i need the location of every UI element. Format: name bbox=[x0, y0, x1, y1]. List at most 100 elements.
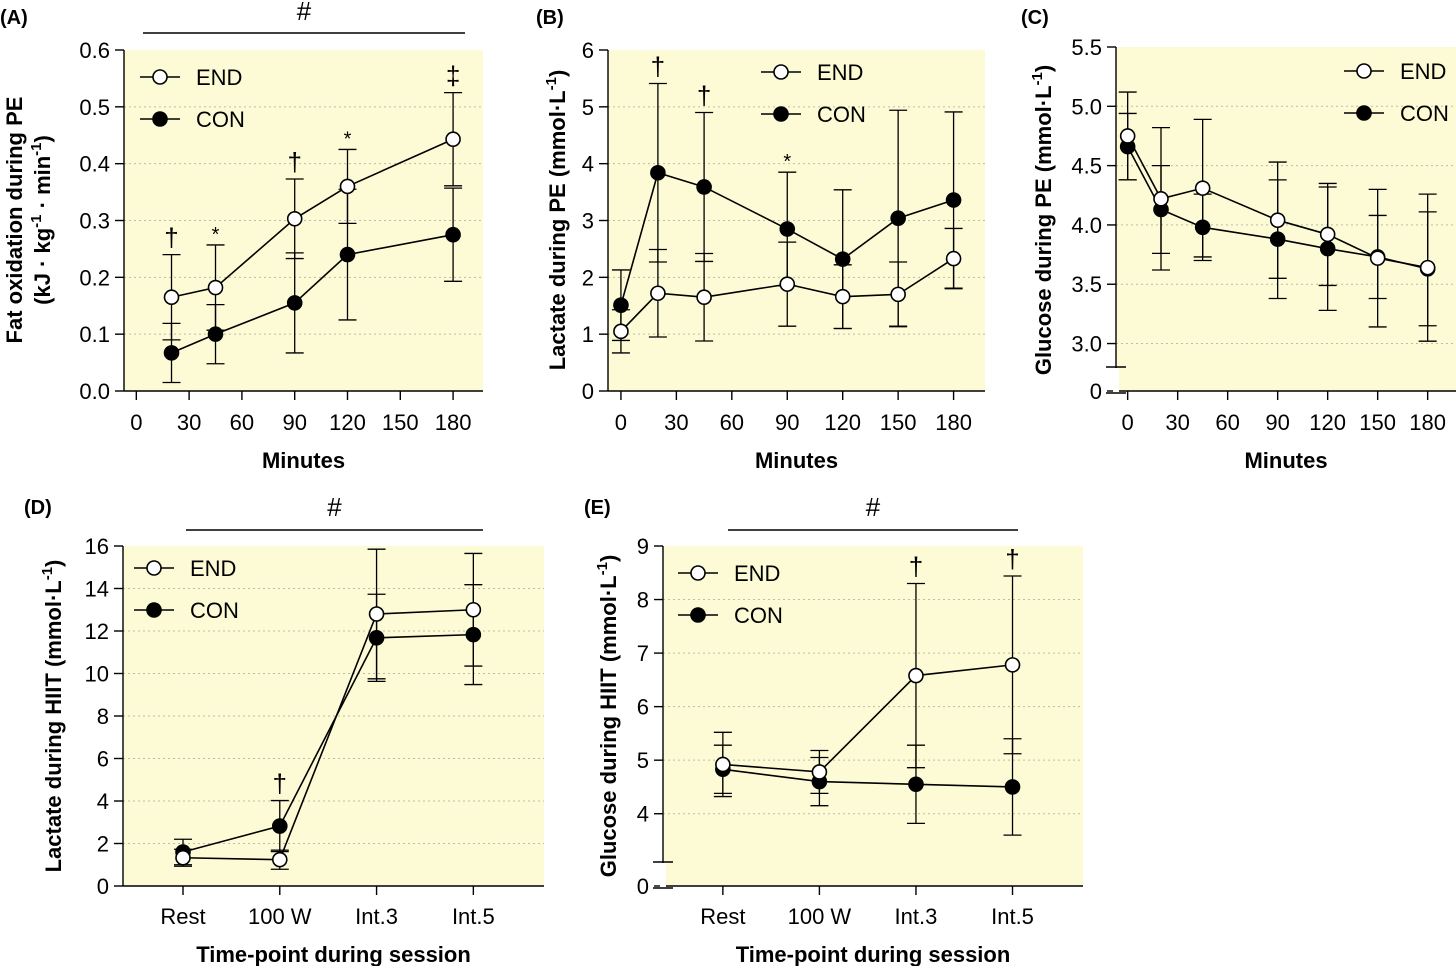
chart-panel-5: 0 4 5 6 7 8 9 Rest 100 W Int.3 Int.5 Time-point dur… bbox=[584, 492, 1083, 966]
y-tick-label: 0.2 bbox=[79, 265, 110, 290]
superscript: -1 bbox=[28, 142, 45, 155]
panel-letter: (C) bbox=[1021, 7, 1049, 29]
y-tick-label: 10 bbox=[85, 662, 109, 687]
data-point-con bbox=[286, 295, 303, 311]
y-axis-title: (kJ · kg-1​ · min-1​) bbox=[28, 135, 55, 305]
y-tick-label: 0.0 bbox=[79, 379, 110, 404]
label-segment: ) bbox=[596, 555, 621, 562]
legend-marker bbox=[152, 111, 168, 127]
data-point-con bbox=[834, 251, 851, 267]
legend: END CON bbox=[761, 60, 866, 127]
y-tick-label: 3.0 bbox=[1071, 332, 1102, 357]
significance-label: # bbox=[297, 0, 312, 26]
y-tick-label: 2 bbox=[582, 265, 594, 290]
label-segment: Glucose during PE (mmol·L bbox=[1031, 85, 1056, 375]
data-point-end bbox=[286, 210, 303, 227]
x-tick-label: 60 bbox=[230, 410, 254, 435]
significance-label: # bbox=[866, 492, 881, 522]
data-point-end bbox=[908, 667, 924, 684]
x-tick-label: 30 bbox=[1165, 410, 1189, 435]
data-point-end bbox=[1194, 180, 1211, 196]
data-point-end bbox=[696, 289, 712, 306]
plot-background bbox=[1116, 47, 1456, 391]
legend-label: CON bbox=[1400, 101, 1449, 126]
legend-label: END bbox=[190, 556, 236, 581]
x-axis-title: Time-point during session bbox=[736, 942, 1011, 966]
x-tick-label: Rest bbox=[700, 904, 745, 929]
series-line-con bbox=[722, 768, 1013, 788]
x-tick-label: 150 bbox=[382, 410, 419, 435]
y-tick-label: 6 bbox=[637, 695, 649, 720]
data-point-end bbox=[890, 286, 906, 303]
data-point-con bbox=[1269, 231, 1286, 247]
superscript: -1 bbox=[594, 562, 611, 575]
x-tick-label: 30 bbox=[177, 410, 201, 435]
data-point-con bbox=[271, 818, 288, 834]
legend-marker bbox=[1356, 63, 1372, 79]
x-tick-label: 180 bbox=[1409, 410, 1446, 435]
legend: END CON bbox=[134, 556, 239, 623]
significance-marker: ‡ bbox=[446, 61, 460, 91]
data-point-end bbox=[175, 849, 191, 866]
data-point-end bbox=[945, 250, 962, 267]
data-point-end bbox=[834, 288, 851, 305]
y-axis-title-group: Glucose during HIIT (mmol·L-1​) bbox=[594, 555, 621, 878]
superscript: -1 bbox=[39, 567, 56, 580]
legend-label: CON bbox=[817, 102, 866, 127]
y-tick-label: 0.1 bbox=[79, 322, 110, 347]
data-point-end bbox=[1119, 128, 1136, 144]
data-point-end bbox=[271, 851, 288, 868]
y-axis-title: Fat oxidation during PE bbox=[2, 97, 27, 344]
y-axis-title-group: Glucose during PE (mmol·L-1​) bbox=[1029, 65, 1056, 375]
x-tick-label: 150 bbox=[1359, 410, 1396, 435]
significance-marker: † bbox=[909, 551, 923, 581]
legend-label: END bbox=[734, 561, 780, 586]
y-tick-label: 4 bbox=[582, 152, 594, 177]
label-segment: ) bbox=[30, 135, 55, 142]
legend-marker bbox=[1356, 105, 1372, 121]
data-point-con bbox=[650, 164, 666, 181]
data-point-con bbox=[696, 179, 712, 195]
y-tick-label: 0 bbox=[97, 874, 109, 899]
x-tick-label: 180 bbox=[435, 410, 472, 435]
significance-marker: † bbox=[287, 147, 301, 177]
data-point-end bbox=[1153, 191, 1169, 207]
significance-label: # bbox=[327, 492, 342, 522]
y-tick-label: 4.5 bbox=[1071, 154, 1102, 179]
panel-letter: (B) bbox=[536, 7, 564, 29]
legend-marker bbox=[152, 69, 168, 85]
data-point-end bbox=[1369, 250, 1386, 266]
data-point-con bbox=[1004, 779, 1021, 795]
axis-break-gap bbox=[1113, 368, 1119, 392]
x-axis-title: Minutes bbox=[1244, 448, 1327, 473]
series-line-end bbox=[182, 608, 474, 861]
y-tick-label: 4 bbox=[637, 802, 649, 827]
chart-panel-3: 0 3.0 3.5 4.0 4.5 5.0 5.5 0 30 60 90 120 150 180 Minut… bbox=[1021, 7, 1456, 473]
x-tick-label: 180 bbox=[935, 410, 972, 435]
y-tick-label: 6 bbox=[97, 747, 109, 772]
y-tick-label: 0.3 bbox=[79, 209, 110, 234]
y-tick-label: 7 bbox=[637, 641, 649, 666]
y-axis-title-group: Fat oxidation during PE(kJ · kg-1​ · min… bbox=[2, 97, 55, 344]
x-tick-label: 30 bbox=[664, 410, 688, 435]
label-segment: ) bbox=[1031, 65, 1056, 72]
y-tick-label: 8 bbox=[637, 588, 649, 613]
data-point-end bbox=[1269, 212, 1286, 228]
data-point-con bbox=[207, 326, 224, 342]
chart-panel-1: 0.0 0.1 0.2 0.3 0.4 0.5 0.6 0 30 60 90 120 150 180 Min… bbox=[0, 0, 483, 473]
data-point-con bbox=[163, 345, 180, 361]
x-axis-title: Minutes bbox=[262, 448, 345, 473]
superscript: -1 bbox=[543, 77, 560, 90]
legend: END CON bbox=[678, 561, 783, 628]
y-axis-title-group: Lactate during HIIT (mmol·L-1​) bbox=[39, 560, 66, 873]
data-point-con bbox=[779, 221, 796, 237]
legend-label: END bbox=[817, 60, 863, 85]
superscript: -1 bbox=[1029, 72, 1046, 85]
panel-letter: (E) bbox=[584, 497, 611, 519]
y-tick-label: 4 bbox=[97, 789, 109, 814]
data-point-con bbox=[908, 776, 924, 793]
data-point-end bbox=[368, 606, 385, 622]
data-point-con bbox=[368, 629, 385, 646]
data-point-con bbox=[1194, 219, 1211, 236]
x-tick-label: 120 bbox=[329, 410, 366, 435]
